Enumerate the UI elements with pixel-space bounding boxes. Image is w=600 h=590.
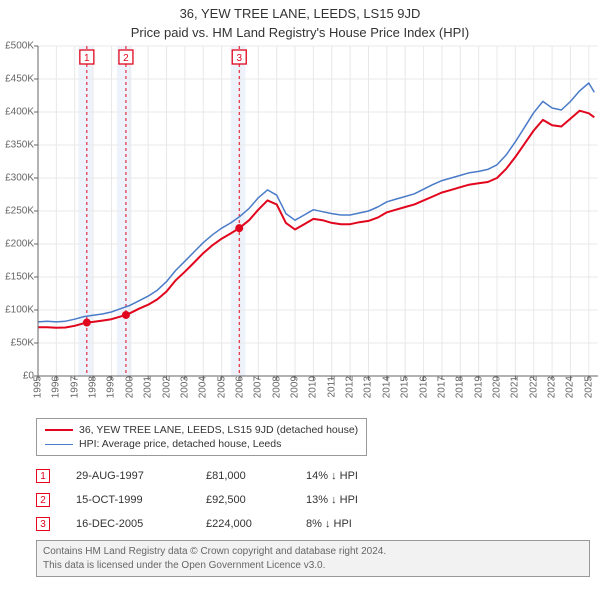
x-tick-label: 2001 <box>143 376 154 398</box>
legend-item: 36, YEW TREE LANE, LEEDS, LS15 9JD (deta… <box>45 423 358 437</box>
legend-label: HPI: Average price, detached house, Leed… <box>79 438 281 450</box>
chart: 123 £0£50K£100K£150K£200K£250K£300K£350K… <box>38 46 598 376</box>
x-tick-label: 2002 <box>161 376 172 398</box>
footer-line1: Contains HM Land Registry data © Crown c… <box>43 545 583 559</box>
x-tick-label: 2000 <box>124 376 135 398</box>
svg-text:2: 2 <box>123 53 129 64</box>
x-tick-label: 2018 <box>455 376 466 398</box>
x-tick-label: 2022 <box>528 376 539 398</box>
y-tick-label: £250K <box>5 206 34 217</box>
sale-row: 3 16-DEC-2005£224,0008% ↓ HPI <box>36 512 426 536</box>
legend-item: HPI: Average price, detached house, Leed… <box>45 437 358 451</box>
x-tick-label: 1999 <box>106 376 117 398</box>
sale-marker: 2 <box>36 493 50 507</box>
sale-row: 2 15-OCT-1999£92,50013% ↓ HPI <box>36 488 426 512</box>
legend-swatch <box>45 429 73 431</box>
sale-row: 1 29-AUG-1997£81,00014% ↓ HPI <box>36 464 426 488</box>
x-tick-label: 2011 <box>326 376 337 398</box>
y-tick-label: £450K <box>5 74 34 85</box>
x-tick-label: 2017 <box>436 376 447 398</box>
sale-delta: 8% ↓ HPI <box>306 518 426 530</box>
y-tick-label: £350K <box>5 140 34 151</box>
sale-delta: 13% ↓ HPI <box>306 494 426 506</box>
title-address: 36, YEW TREE LANE, LEEDS, LS15 9JD <box>0 4 600 23</box>
sales-table: 1 29-AUG-1997£81,00014% ↓ HPI 2 15-OCT-1999… <box>36 464 426 536</box>
sale-marker: 1 <box>36 469 50 483</box>
x-tick-label: 1996 <box>51 376 62 398</box>
title-block: 36, YEW TREE LANE, LEEDS, LS15 9JD Price… <box>0 0 600 46</box>
x-tick-label: 2020 <box>492 376 503 398</box>
x-tick-label: 2003 <box>179 376 190 398</box>
sale-marker: 3 <box>36 517 50 531</box>
x-tick-label: 2023 <box>547 376 558 398</box>
y-tick-label: £150K <box>5 272 34 283</box>
x-tick-label: 2024 <box>565 376 576 398</box>
x-tick-label: 1995 <box>33 376 44 398</box>
sale-date: 29-AUG-1997 <box>76 470 206 482</box>
chart-svg: 1 2 3 <box>38 46 598 376</box>
x-tick-label: 2006 <box>234 376 245 398</box>
page: 36, YEW TREE LANE, LEEDS, LS15 9JD Price… <box>0 0 600 590</box>
x-tick-label: 2004 <box>198 376 209 398</box>
sale-price: £92,500 <box>206 494 306 506</box>
sale-date: 15-OCT-1999 <box>76 494 206 506</box>
y-tick-label: £100K <box>5 305 34 316</box>
y-tick-label: £400K <box>5 107 34 118</box>
x-tick-label: 2015 <box>400 376 411 398</box>
sale-delta: 14% ↓ HPI <box>306 470 426 482</box>
x-tick-label: 2019 <box>473 376 484 398</box>
x-tick-label: 2012 <box>345 376 356 398</box>
svg-text:1: 1 <box>84 53 90 64</box>
x-tick-label: 1998 <box>88 376 99 398</box>
x-tick-label: 2013 <box>363 376 374 398</box>
y-tick-label: £300K <box>5 173 34 184</box>
x-tick-label: 2007 <box>253 376 264 398</box>
x-tick-label: 2016 <box>418 376 429 398</box>
y-tick-label: £50K <box>11 338 34 349</box>
legend-swatch <box>45 444 73 445</box>
x-tick-label: 2008 <box>271 376 282 398</box>
y-tick-label: £500K <box>5 41 34 52</box>
legend-label: 36, YEW TREE LANE, LEEDS, LS15 9JD (deta… <box>79 424 358 436</box>
footer-line2: This data is licensed under the Open Gov… <box>43 559 583 573</box>
x-tick-label: 1997 <box>69 376 80 398</box>
svg-text:3: 3 <box>236 53 242 64</box>
x-tick-label: 2010 <box>308 376 319 398</box>
sale-price: £224,000 <box>206 518 306 530</box>
x-tick-label: 2014 <box>381 376 392 398</box>
sale-date: 16-DEC-2005 <box>76 518 206 530</box>
x-tick-label: 2005 <box>216 376 227 398</box>
x-tick-label: 2025 <box>583 376 594 398</box>
attribution-footer: Contains HM Land Registry data © Crown c… <box>36 540 590 577</box>
y-tick-label: £200K <box>5 239 34 250</box>
y-axis-labels: £0£50K£100K£150K£200K£250K£300K£350K£400… <box>0 46 34 376</box>
title-subtitle: Price paid vs. HM Land Registry's House … <box>0 23 600 46</box>
legend: 36, YEW TREE LANE, LEEDS, LS15 9JD (deta… <box>36 418 367 456</box>
x-tick-label: 2009 <box>290 376 301 398</box>
sale-price: £81,000 <box>206 470 306 482</box>
x-tick-label: 2021 <box>510 376 521 398</box>
